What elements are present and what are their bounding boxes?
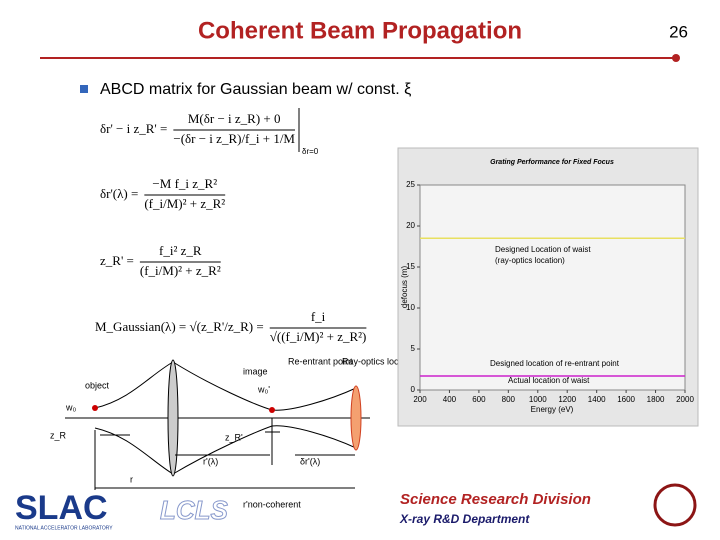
equation-numerator: −M f_i z_R² [152, 176, 217, 191]
department: X-ray R&D Department [399, 512, 530, 526]
annotation: (ray-optics location) [495, 256, 565, 265]
x-tick-label: 1800 [647, 395, 665, 404]
x-tick-label: 1000 [529, 395, 547, 404]
division: Science Research Division [400, 491, 591, 508]
slac-subtitle: NATIONAL ACCELERATOR LABORATORY [15, 525, 113, 531]
x-axis-label: Energy (eV) [531, 405, 574, 414]
x-tick-label: 1400 [588, 395, 606, 404]
equation-numerator: M(δr − i z_R) + 0 [188, 111, 281, 126]
equation-lhs: δr' − i z_R' = [100, 121, 167, 136]
annotation: Designed location of re-entrant point [490, 359, 620, 368]
delta-r-prime-label: δr'(λ) [300, 456, 320, 466]
w0-prime-label: w₀' [257, 384, 270, 394]
equation-denominator: (f_i/M)² + z_R² [140, 263, 221, 278]
page-number: 26 [669, 22, 688, 41]
annotation: Designed Location of waist [495, 245, 591, 254]
y-tick-label: 10 [406, 303, 415, 312]
zr-label: z_R [50, 430, 67, 440]
x-tick-label: 1200 [558, 395, 576, 404]
equation-lhs: M_Gaussian(λ) = √(z_R'/z_R) = [95, 319, 264, 334]
image-label: image [243, 366, 268, 376]
y-tick-label: 0 [411, 385, 416, 394]
stanford-seal [653, 483, 697, 527]
reentrant-label: Re-entrant point [288, 356, 353, 366]
x-tick-label: 200 [413, 395, 427, 404]
rule-dot [672, 54, 680, 62]
x-tick-label: 800 [502, 395, 516, 404]
r-label: r [130, 474, 133, 484]
equation-note: δr=0 [302, 147, 319, 156]
x-tick-label: 1600 [617, 395, 635, 404]
plot-area [419, 184, 686, 391]
equation-lhs: z_R' = [100, 253, 134, 268]
ray-optics-label: Ray-optics location [342, 356, 418, 366]
r-noncoherent-label: r'non-coherent [243, 499, 301, 509]
title: Coherent Beam Propagation [198, 17, 522, 44]
lcls-logo: LCLS [160, 495, 229, 525]
bullet-icon [80, 85, 88, 93]
slac-logo: SLAC [15, 489, 108, 527]
w0-label: w₀ [65, 402, 76, 412]
equation-denominator: (f_i/M)² + z_R² [144, 196, 225, 211]
reentrant-point [269, 407, 275, 413]
x-tick-label: 600 [472, 395, 486, 404]
annotation: Actual location of waist [508, 376, 590, 385]
zr-prime-label: z_R' [225, 432, 243, 442]
equation-numerator: f_i [311, 309, 326, 324]
x-tick-label: 400 [443, 395, 457, 404]
chart-title: Grating Performance for Fixed Focus [490, 159, 614, 166]
y-tick-label: 5 [411, 344, 416, 353]
equation-numerator: f_i² z_R [159, 243, 202, 258]
equation-denominator: −(δr − i z_R)/f_i + 1/M [173, 131, 295, 146]
equation-lhs: δr'(λ) = [100, 186, 138, 201]
r-prime-label: r'(λ) [203, 456, 218, 466]
object-label: object [85, 380, 110, 390]
y-tick-label: 25 [406, 180, 415, 189]
bullet: ABCD matrix for Gaussian beam w/ const. … [100, 81, 411, 98]
equation-denominator: √((f_i/M)² + z_R²) [270, 329, 367, 344]
y-axis-label: defocus (m) [400, 266, 409, 309]
y-tick-label: 20 [406, 221, 415, 230]
object-point [92, 405, 98, 411]
diagram [65, 359, 370, 490]
y-tick-label: 15 [406, 262, 415, 271]
x-tick-label: 2000 [676, 395, 694, 404]
